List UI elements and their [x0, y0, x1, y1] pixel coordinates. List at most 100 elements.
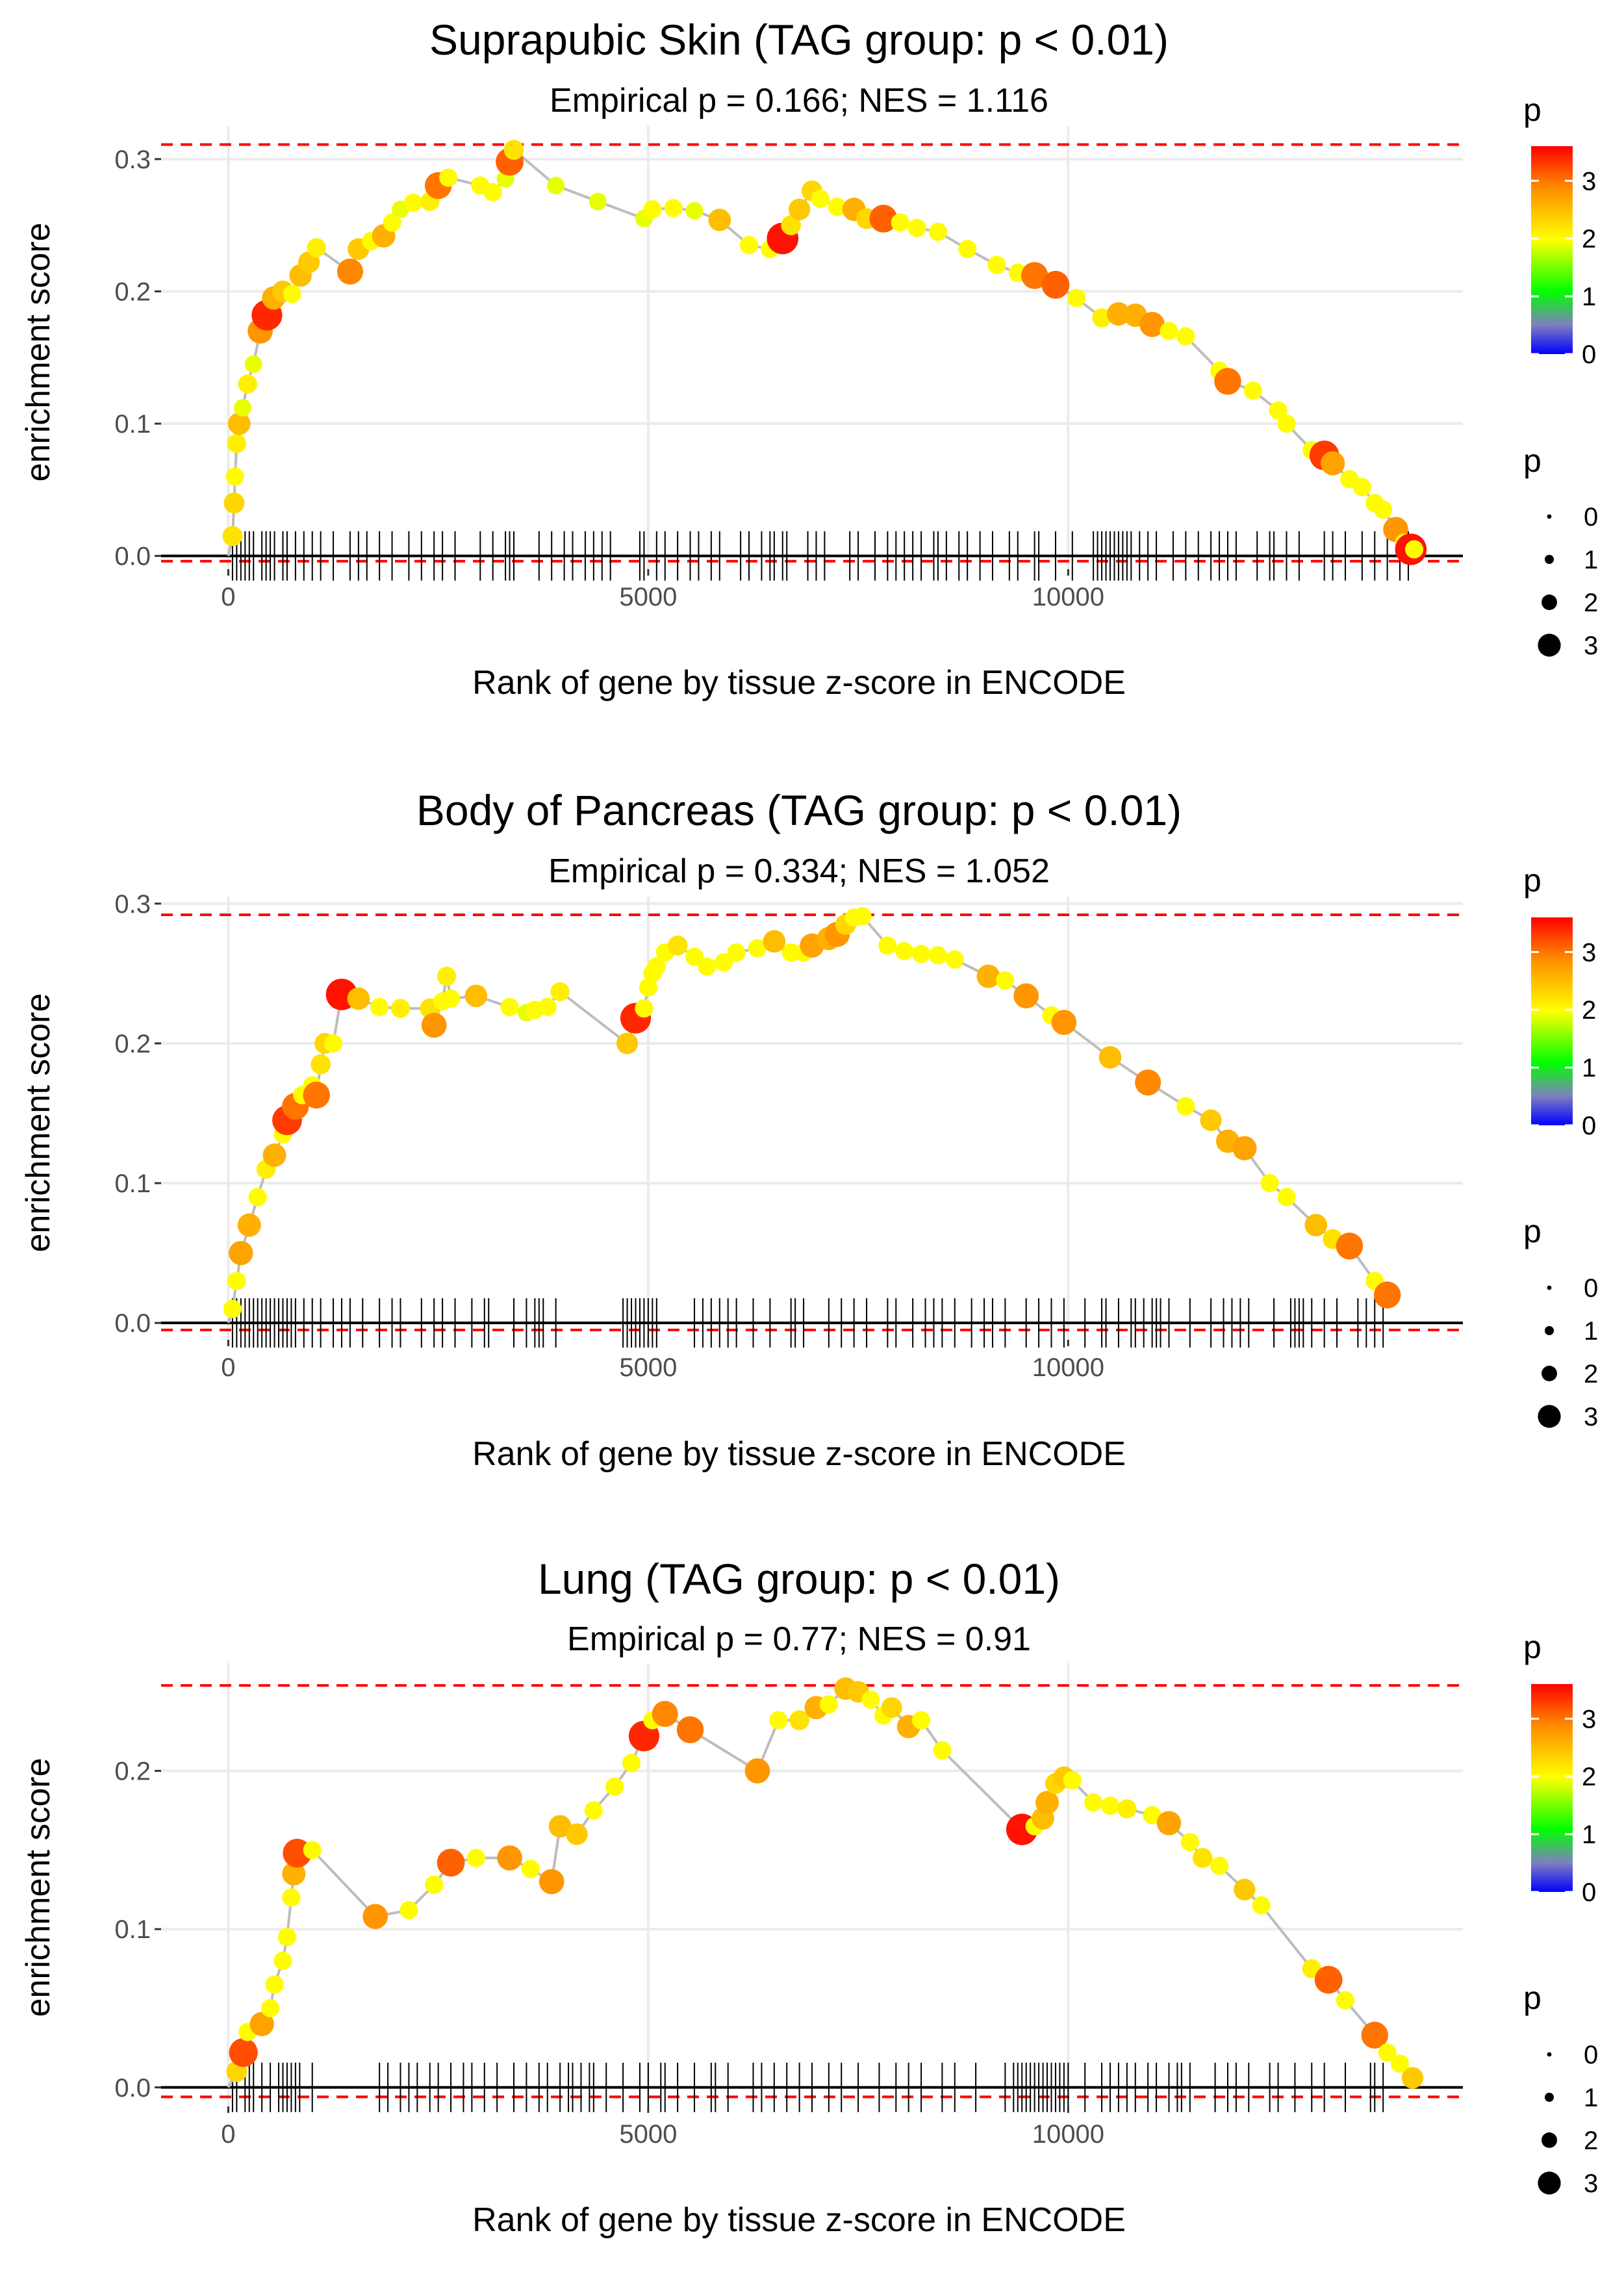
- y-tick-label: 0.1: [114, 1915, 151, 1944]
- x-tick-label: 5000: [619, 2120, 677, 2149]
- panel-suprapubic-skin: Suprapubic Skin (TAG group: p < 0.01) Em…: [19, 16, 1598, 702]
- enrichment-point: [249, 2012, 274, 2036]
- enrichment-point: [1160, 322, 1178, 340]
- chart-title: Lung (TAG group: p < 0.01): [538, 1555, 1060, 1603]
- size-legend: p 0 1 2 3: [1523, 442, 1598, 660]
- enrichment-point: [362, 1904, 388, 1930]
- x-tick-label: 0: [221, 2120, 235, 2149]
- enrichment-point: [1336, 1991, 1355, 2010]
- enrichment-point: [881, 1697, 902, 1718]
- enrichment-point: [1352, 478, 1371, 496]
- enrichment-point: [227, 1271, 246, 1290]
- enrichment-point: [1013, 983, 1039, 1009]
- grid-lines: [161, 1663, 1463, 2106]
- enrichment-point: [237, 1213, 261, 1237]
- size-legend-dot: [1542, 1366, 1557, 1381]
- enrichment-point: [283, 285, 301, 303]
- colorbar-tick-label: 2: [1582, 996, 1596, 1025]
- enrichment-point: [664, 199, 683, 218]
- enrichment-point: [811, 189, 830, 209]
- enrichment-points: [223, 907, 1401, 1318]
- enrichment-point: [223, 492, 245, 514]
- x-axis-title: Rank of gene by tissue z-score in ENCODE: [472, 664, 1126, 702]
- enrichment-point: [1021, 262, 1048, 289]
- enrichment-point: [1100, 1796, 1120, 1815]
- enrichment-point: [282, 1861, 306, 1885]
- size-legend-keys: 0 1 2 3: [1538, 1274, 1598, 1431]
- y-tick-label: 0.1: [114, 1169, 151, 1198]
- size-legend-label: 0: [1584, 1274, 1598, 1303]
- enrichment-point: [828, 198, 846, 216]
- enrichment-point: [605, 1777, 624, 1796]
- enrichment-point: [676, 1716, 704, 1744]
- chart-subtitle: Empirical p = 0.166; NES = 1.116: [550, 82, 1048, 120]
- colorbar: [1531, 146, 1573, 354]
- enrichment-point: [437, 966, 457, 986]
- enrichment-point: [566, 1823, 588, 1845]
- x-tick-label: 0: [221, 1353, 235, 1382]
- enrichment-point: [370, 997, 389, 1017]
- enrichment-point: [853, 907, 872, 926]
- size-legend-dot: [1545, 555, 1554, 564]
- enrichment-point: [635, 999, 653, 1018]
- enrichment-point: [238, 374, 257, 394]
- enrichment-point: [1336, 1233, 1364, 1260]
- y-axis-ticks: 0.0 0.1 0.2 0.3: [114, 146, 161, 571]
- y-axis-ticks: 0.0 0.1 0.2: [114, 1757, 161, 2102]
- x-axis-ticks: 0 5000 10000: [221, 1340, 1104, 1382]
- enrichment-point: [1200, 1109, 1222, 1131]
- enrichment-point: [437, 1848, 465, 1877]
- chart-title: Suprapubic Skin (TAG group: p < 0.01): [429, 16, 1169, 64]
- size-legend-dot: [1547, 514, 1552, 519]
- chart-subtitle: Empirical p = 0.334; NES = 1.052: [548, 852, 1050, 890]
- grid-lines: [161, 897, 1463, 1340]
- size-legend-keys: 0 1 2 3: [1538, 2041, 1598, 2198]
- enrichment-point: [789, 1710, 809, 1731]
- colorbar: [1531, 1684, 1573, 1892]
- y-tick-label: 0.0: [114, 543, 151, 571]
- enrichment-point: [261, 1999, 280, 2018]
- enrichment-point: [464, 984, 488, 1008]
- enrichment-point: [273, 1951, 292, 1970]
- y-tick-label: 0.0: [114, 1309, 151, 1338]
- enrichment-point: [1139, 312, 1165, 337]
- enrichment-point: [324, 1034, 343, 1053]
- enrichment-point: [244, 355, 262, 373]
- enrichment-point: [1320, 451, 1345, 476]
- enrichment-point: [685, 201, 704, 220]
- chart-title: Body of Pancreas (TAG group: p < 0.01): [416, 786, 1182, 834]
- colorbar-tick-label: 1: [1582, 1820, 1596, 1849]
- enrichment-point: [643, 200, 662, 219]
- enrichment-point: [763, 930, 786, 953]
- enrichment-point: [667, 935, 688, 956]
- y-tick-label: 0.3: [114, 146, 151, 174]
- colorbar-tick-label: 1: [1582, 1054, 1596, 1082]
- enrichment-point: [303, 1081, 330, 1109]
- colorbar-tick-label: 1: [1582, 283, 1596, 311]
- enrichment-point: [223, 1299, 242, 1318]
- enrichment-point: [1067, 288, 1086, 307]
- enrichment-point: [1176, 1097, 1195, 1116]
- x-tick-label: 5000: [619, 583, 677, 611]
- size-legend-label: 1: [1584, 1317, 1598, 1346]
- enrichment-point: [400, 1900, 418, 1920]
- enrichment-point: [744, 1758, 770, 1783]
- reference-lines: [161, 913, 1463, 1331]
- enrichment-point: [861, 1690, 880, 1709]
- enrichment-point: [1234, 1878, 1256, 1900]
- enrichment-point: [769, 1711, 788, 1730]
- size-legend-dot: [1547, 1285, 1552, 1290]
- enrichment-point: [622, 1754, 641, 1772]
- enrichment-point: [781, 943, 800, 962]
- enrichment-point: [652, 1700, 678, 1727]
- enrichment-point: [739, 236, 759, 255]
- chart-subtitle: Empirical p = 0.77; NES = 0.91: [567, 1620, 1031, 1658]
- enrichment-point: [1361, 2021, 1388, 2049]
- enrichment-point: [976, 964, 1000, 988]
- rank-ticks: [231, 1298, 1384, 1348]
- enrichment-point: [1269, 401, 1288, 420]
- enrichment-point: [1106, 302, 1130, 326]
- y-tick-label: 0.2: [114, 277, 151, 306]
- enrichment-point: [878, 936, 897, 955]
- enrichment-point: [708, 209, 731, 231]
